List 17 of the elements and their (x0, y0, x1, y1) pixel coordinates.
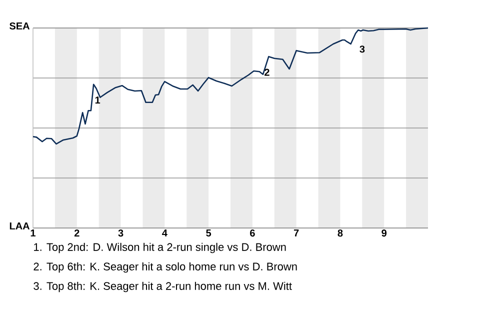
x-tick-label: 3 (118, 230, 124, 237)
text: 1. Top 2nd: D. Wilson hit a 2-run single vs D. Brown (34, 242, 286, 254)
x-tick-label: 1 (30, 230, 36, 236)
x-tick-label: 9 (382, 230, 387, 237)
x-tick-label: 2 (74, 230, 80, 237)
x-tick-label: 8 (338, 230, 343, 237)
x-tick-label: 7 (294, 230, 299, 236)
x-tick-label: 6 (250, 230, 255, 237)
annotation: 3 (360, 46, 365, 53)
x-tick-label: 5 (206, 230, 212, 236)
ref-line-label: SEA (10, 22, 30, 30)
annotation: 1 (95, 96, 100, 104)
text: 2. Top 6th: K. Seager hit a solo home run vs D. Brown (34, 262, 297, 273)
ref-line-label: LAA (10, 222, 30, 230)
x-tick-label: 4 (162, 230, 168, 236)
text: 3. Top 8th: K. Seager hit a 2-run home run vs M. Witt (34, 282, 292, 292)
annotation: 2 (264, 68, 270, 76)
